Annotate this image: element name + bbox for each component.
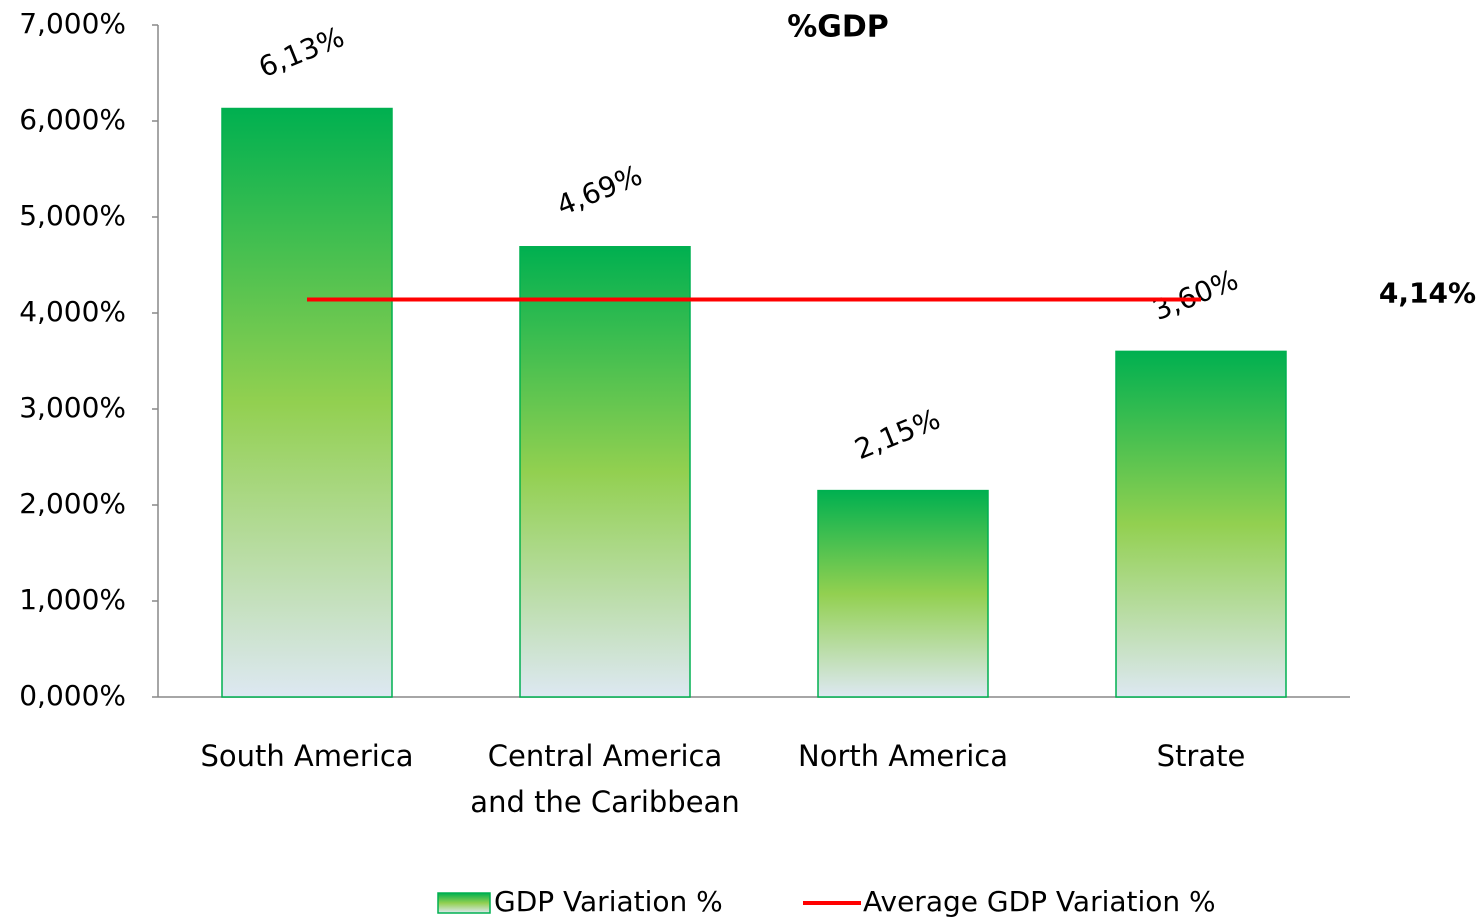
y-tick-label: 4,000% (19, 295, 126, 328)
legend-swatch (437, 892, 491, 914)
legend-label: Average GDP Variation % (863, 885, 1216, 918)
data-label: 6,13% (254, 20, 349, 84)
x-tick-label: South America (200, 739, 414, 773)
y-tick-label: 6,000% (19, 103, 126, 136)
chart-title: %GDP (787, 10, 889, 45)
y-tick-label: 2,000% (19, 487, 126, 520)
bar (221, 107, 393, 698)
bar (817, 489, 989, 698)
data-label: 4,69% (552, 158, 647, 222)
data-label: 3,60% (1148, 263, 1243, 327)
y-tick-label: 0,000% (19, 679, 126, 712)
y-tick-label: 3,000% (19, 391, 126, 424)
x-tick-label: Strate (1156, 739, 1246, 773)
legend-label: GDP Variation % (494, 885, 723, 918)
y-tick-label: 1,000% (19, 583, 126, 616)
x-tick-label: North America (798, 739, 1008, 773)
x-tick-label: Central America and the Caribbean (470, 739, 740, 819)
y-tick-label: 5,000% (19, 199, 126, 232)
y-tick-label: 7,000% (19, 7, 126, 40)
line-label: 4,14% (1379, 277, 1476, 310)
bar (1115, 350, 1287, 698)
bar (519, 246, 691, 698)
data-label: 2,15% (850, 402, 945, 466)
